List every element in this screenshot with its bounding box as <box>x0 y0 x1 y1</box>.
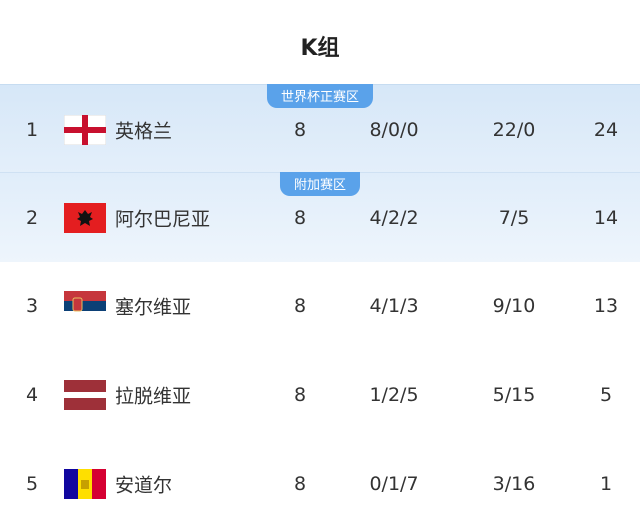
england-flag-icon <box>64 114 106 145</box>
rank: 3 <box>26 294 39 317</box>
table-row[interactable]: 4 拉脱维亚 8 1/2/5 5/15 5 <box>0 350 640 439</box>
played: 8 <box>293 118 307 141</box>
win-draw-loss: 4/2/2 <box>369 206 419 229</box>
win-draw-loss: 4/1/3 <box>369 294 419 317</box>
points: 5 <box>599 383 613 406</box>
goals-for-against: 5/15 <box>492 383 536 406</box>
group-title: K组 <box>300 36 340 61</box>
goals-for-against: 3/16 <box>492 472 536 495</box>
win-draw-loss: 1/2/5 <box>369 383 419 406</box>
played: 8 <box>293 472 307 495</box>
played: 8 <box>293 294 307 317</box>
played: 8 <box>293 383 307 406</box>
team-name: 拉脱维亚 <box>115 385 192 407</box>
rank: 2 <box>26 206 39 229</box>
serbia-flag-icon <box>64 290 106 321</box>
points: 1 <box>599 472 613 495</box>
goals-for-against: 7/5 <box>498 206 530 229</box>
rank: 4 <box>26 383 39 406</box>
rank: 1 <box>26 118 39 141</box>
team-name: 安道尔 <box>115 474 173 496</box>
qualify-zone-badge: 世界杯正赛区 <box>266 84 374 108</box>
table-row[interactable]: 5 安道尔 8 0/1/7 3/16 1 <box>0 439 640 528</box>
played: 8 <box>293 206 307 229</box>
albania-flag-icon <box>64 202 106 233</box>
team-name: 塞尔维亚 <box>115 296 192 318</box>
table-row[interactable]: 1 英格兰 8 8/0/0 22/0 24 世界杯正赛区 <box>0 84 640 174</box>
team-name: 英格兰 <box>115 120 173 142</box>
rank: 5 <box>26 472 39 495</box>
table-row[interactable]: 2 阿尔巴尼亚 8 4/2/2 7/5 14 附加赛区 <box>0 172 640 262</box>
points: 24 <box>593 118 619 141</box>
goals-for-against: 9/10 <box>492 294 536 317</box>
points: 13 <box>593 294 619 317</box>
andorra-flag-icon <box>64 468 106 499</box>
win-draw-loss: 0/1/7 <box>369 472 419 495</box>
team-name: 阿尔巴尼亚 <box>115 208 211 230</box>
points: 14 <box>593 206 619 229</box>
win-draw-loss: 8/0/0 <box>369 118 419 141</box>
latvia-flag-icon <box>64 379 106 410</box>
goals-for-against: 22/0 <box>492 118 536 141</box>
table-row[interactable]: 3 塞尔维亚 8 4/1/3 9/10 13 <box>0 261 640 350</box>
playoff-zone-badge: 附加赛区 <box>279 172 361 196</box>
